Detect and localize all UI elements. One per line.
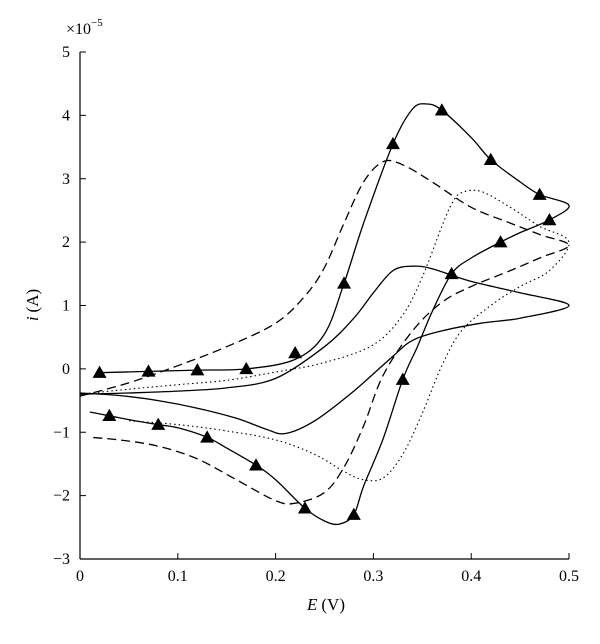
y-tick-label: −2 bbox=[53, 488, 70, 505]
y-tick-label: −1 bbox=[53, 424, 70, 441]
ticks: 0 0.1 0.2 0.3 0.4 0.5 −3 −2 −1 0 1 2 3 4 5 bbox=[53, 44, 579, 585]
y-tick-label: 3 bbox=[62, 171, 70, 188]
y-tick-label: 4 bbox=[62, 107, 70, 124]
y-tick-label: 1 bbox=[62, 298, 70, 315]
triangle-marker bbox=[239, 361, 254, 375]
marker-layer bbox=[92, 103, 557, 520]
triangle-marker bbox=[346, 507, 361, 520]
triangle-marker bbox=[542, 212, 557, 226]
triangle-marker bbox=[395, 372, 410, 385]
x-tick-label: 0.4 bbox=[461, 568, 481, 585]
triangle-marker bbox=[141, 364, 156, 377]
y-multiplier-base: ×10 bbox=[66, 21, 91, 38]
y-tick-label: −3 bbox=[53, 551, 70, 568]
triangle-marker bbox=[434, 103, 449, 116]
x-tick-label: 0.5 bbox=[559, 568, 579, 585]
series-line-solid-4 bbox=[79, 265, 570, 435]
y-axis-unit: (A) bbox=[23, 289, 42, 313]
triangle-marker bbox=[297, 501, 312, 514]
triangle-marker bbox=[288, 346, 303, 359]
triangle-marker bbox=[92, 365, 107, 378]
y-multiplier-exponent: −5 bbox=[91, 17, 103, 29]
triangle-marker bbox=[200, 430, 215, 443]
x-axis-variable: E bbox=[306, 595, 318, 614]
triangle-marker bbox=[190, 363, 205, 376]
x-tick-label: 0.2 bbox=[266, 568, 286, 585]
triangle-marker bbox=[151, 417, 166, 430]
series-line-solid-1 bbox=[89, 103, 570, 526]
x-axis-unit: (V) bbox=[321, 595, 345, 614]
axes bbox=[79, 52, 569, 560]
x-axis-title: E (V) bbox=[306, 595, 345, 614]
y-tick-label: 0 bbox=[62, 361, 70, 378]
triangle-marker bbox=[385, 136, 400, 150]
x-tick-label: 0.1 bbox=[168, 568, 188, 585]
x-tick-label: 0.3 bbox=[363, 568, 383, 585]
y-tick-label: 5 bbox=[62, 44, 70, 61]
triangle-marker bbox=[337, 276, 352, 289]
series-line-dashed-2 bbox=[79, 159, 570, 505]
triangle-marker bbox=[102, 408, 117, 422]
triangle-marker bbox=[483, 152, 498, 165]
series-layer bbox=[79, 103, 570, 526]
y-axis-title: i (A) bbox=[23, 289, 42, 321]
y-tick-label: 2 bbox=[62, 234, 70, 251]
triangle-marker bbox=[493, 235, 508, 248]
series-line-dotted-3 bbox=[79, 189, 570, 482]
y-axis-multiplier: ×10−5 bbox=[66, 17, 103, 38]
x-tick-label: 0 bbox=[76, 568, 84, 585]
triangle-marker bbox=[532, 187, 547, 200]
triangle-marker bbox=[249, 458, 264, 471]
y-axis-variable: i bbox=[23, 316, 42, 321]
triangle-marker bbox=[444, 266, 459, 280]
